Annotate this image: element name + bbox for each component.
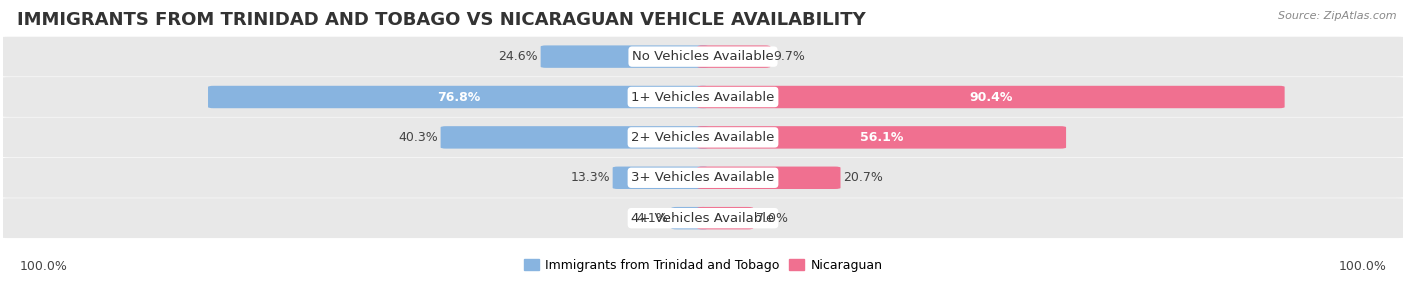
FancyBboxPatch shape <box>697 86 1285 108</box>
Text: 7.0%: 7.0% <box>756 212 787 225</box>
FancyBboxPatch shape <box>440 126 709 149</box>
Text: 56.1%: 56.1% <box>860 131 904 144</box>
Text: 2+ Vehicles Available: 2+ Vehicles Available <box>631 131 775 144</box>
Legend: Immigrants from Trinidad and Tobago, Nicaraguan: Immigrants from Trinidad and Tobago, Nic… <box>519 254 887 277</box>
FancyBboxPatch shape <box>0 77 1406 117</box>
FancyBboxPatch shape <box>697 45 770 68</box>
FancyBboxPatch shape <box>0 198 1406 238</box>
FancyBboxPatch shape <box>613 166 709 189</box>
Text: Source: ZipAtlas.com: Source: ZipAtlas.com <box>1278 11 1396 21</box>
Text: 40.3%: 40.3% <box>398 131 437 144</box>
FancyBboxPatch shape <box>0 158 1406 198</box>
Text: 4.1%: 4.1% <box>637 212 668 225</box>
Text: 100.0%: 100.0% <box>1339 260 1386 273</box>
Text: IMMIGRANTS FROM TRINIDAD AND TOBAGO VS NICARAGUAN VEHICLE AVAILABILITY: IMMIGRANTS FROM TRINIDAD AND TOBAGO VS N… <box>17 11 866 29</box>
FancyBboxPatch shape <box>697 166 841 189</box>
FancyBboxPatch shape <box>697 126 1066 149</box>
Text: 76.8%: 76.8% <box>437 90 479 104</box>
Text: 3+ Vehicles Available: 3+ Vehicles Available <box>631 171 775 184</box>
Text: 90.4%: 90.4% <box>969 90 1012 104</box>
FancyBboxPatch shape <box>208 86 709 108</box>
Text: 9.7%: 9.7% <box>773 50 806 63</box>
FancyBboxPatch shape <box>697 207 754 229</box>
Text: 1+ Vehicles Available: 1+ Vehicles Available <box>631 90 775 104</box>
Text: 4+ Vehicles Available: 4+ Vehicles Available <box>631 212 775 225</box>
Text: No Vehicles Available: No Vehicles Available <box>633 50 773 63</box>
FancyBboxPatch shape <box>0 37 1406 77</box>
FancyBboxPatch shape <box>0 118 1406 157</box>
FancyBboxPatch shape <box>541 45 709 68</box>
Text: 20.7%: 20.7% <box>844 171 883 184</box>
FancyBboxPatch shape <box>671 207 709 229</box>
Text: 24.6%: 24.6% <box>498 50 538 63</box>
Text: 13.3%: 13.3% <box>571 171 610 184</box>
Text: 100.0%: 100.0% <box>20 260 67 273</box>
